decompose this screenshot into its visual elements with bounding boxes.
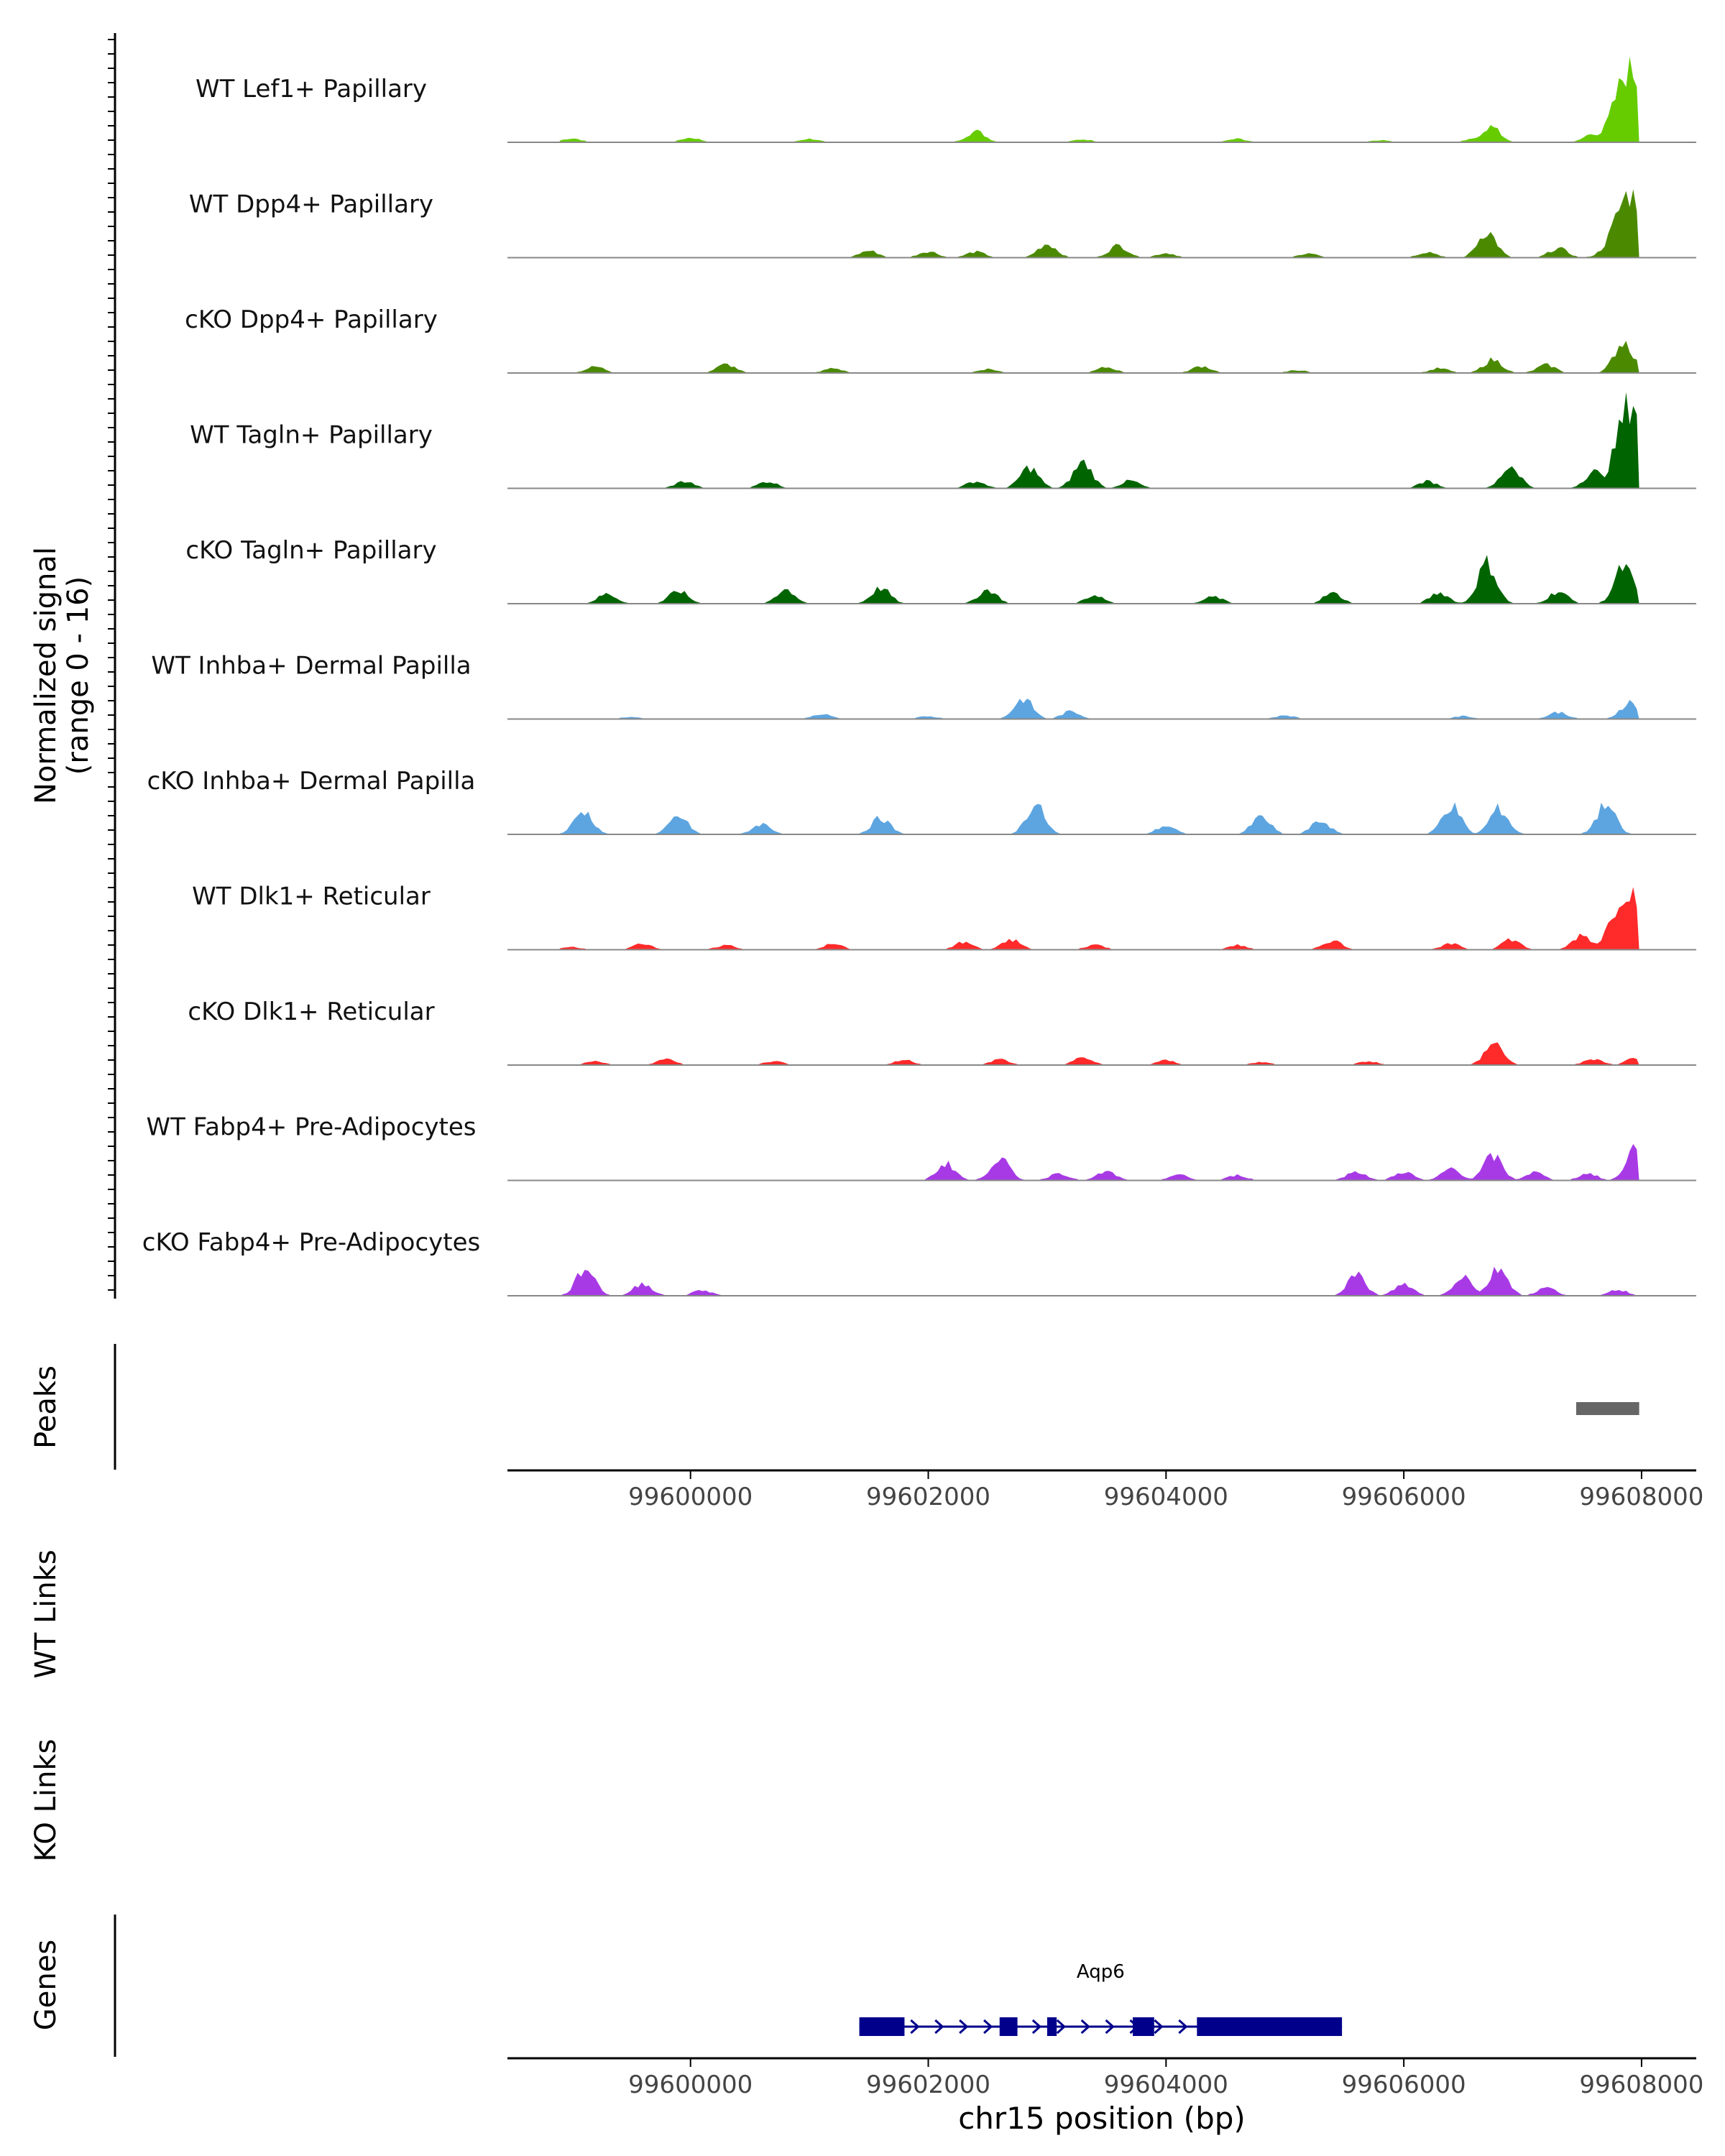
strand-arrow — [983, 2019, 993, 2035]
coverage-area-1 — [559, 56, 1639, 142]
track-label: cKO Dlk1+ Reticular — [188, 998, 434, 1026]
x-lower-tick-label: 99602000 — [866, 2070, 990, 2099]
coverage-area-10 — [559, 1143, 1639, 1181]
coverage-area-3 — [559, 341, 1639, 373]
track-label: WT Inhba+ Dermal Papilla — [151, 652, 471, 681]
track-label: cKO Dpp4+ Papillary — [185, 305, 438, 334]
coverage-area-9 — [559, 1042, 1639, 1065]
coverage-area-11 — [559, 1266, 1639, 1296]
coverage-area-5 — [559, 555, 1639, 604]
x-lower-tick-label: 99608000 — [1579, 2070, 1703, 2099]
strand-arrow — [1154, 2019, 1164, 2035]
gene-name-label: Aqp6 — [1077, 1961, 1125, 1983]
x-lower-tick-label: 99606000 — [1342, 2070, 1466, 2099]
track-label: WT Lef1+ Papillary — [196, 75, 427, 103]
coverage-area-2 — [559, 189, 1639, 258]
x-upper-tick-label: 99602000 — [866, 1483, 990, 1511]
strand-arrow — [959, 2019, 969, 2035]
coverage-area-7 — [559, 802, 1639, 834]
track-label: WT Dpp4+ Papillary — [189, 190, 433, 219]
track-label: cKO Fabp4+ Pre-Adipocytes — [142, 1228, 481, 1257]
x-axis-title: chr15 position (bp) — [958, 2101, 1246, 2136]
strand-arrow — [1031, 2019, 1042, 2035]
track-label: cKO Tagln+ Papillary — [185, 536, 436, 565]
coverage-area-6 — [559, 699, 1639, 719]
gene-exon — [1133, 2017, 1154, 2036]
x-upper-tick-label: 99608000 — [1579, 1483, 1703, 1511]
wt-links-label: WT Links — [29, 1549, 63, 1678]
coverage-area-4 — [559, 392, 1639, 489]
y-axis-label-line1: Normalized signal — [29, 547, 63, 804]
strand-arrow — [910, 2019, 920, 2035]
x-upper-tick-label: 99604000 — [1104, 1483, 1228, 1511]
coverage-area-8 — [559, 887, 1639, 950]
peaks-track-label: Peaks — [29, 1365, 63, 1449]
x-upper-tick-label: 99600000 — [628, 1483, 753, 1511]
gene-exon — [859, 2017, 905, 2036]
ko-links-label: KO Links — [29, 1739, 63, 1862]
track-label: WT Tagln+ Papillary — [190, 421, 433, 450]
track-label: cKO Inhba+ Dermal Papilla — [147, 767, 476, 796]
peak-region — [1576, 1402, 1639, 1415]
x-upper-tick-label: 99606000 — [1342, 1483, 1466, 1511]
x-lower-tick-label: 99604000 — [1104, 2070, 1228, 2099]
track-label: WT Fabp4+ Pre-Adipocytes — [147, 1113, 477, 1142]
x-lower-tick-label: 99600000 — [628, 2070, 753, 2099]
gene-exon — [1197, 2017, 1343, 2036]
strand-arrow — [1105, 2019, 1115, 2035]
strand-arrow — [1056, 2019, 1067, 2035]
gene-exon — [1046, 2017, 1057, 2036]
track-label: WT Dlk1+ Reticular — [192, 883, 431, 911]
strand-arrow — [1080, 2019, 1090, 2035]
y-axis-label-line2: (range 0 - 16) — [62, 576, 95, 775]
strand-arrow — [934, 2019, 944, 2035]
strand-arrow — [1178, 2019, 1188, 2035]
gene-exon — [999, 2017, 1018, 2036]
genes-track-label: Genes — [29, 1940, 63, 2030]
